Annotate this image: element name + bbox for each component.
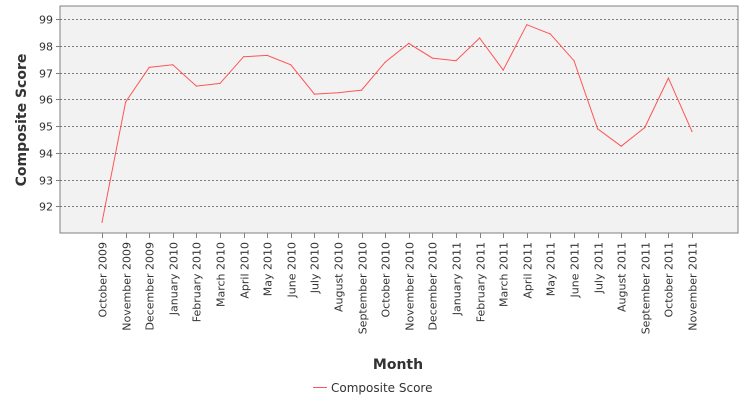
- x-tick-label: October 2010: [380, 242, 393, 318]
- x-tick-label: June 2010: [286, 242, 299, 298]
- data-point: [313, 93, 315, 95]
- data-point: [644, 126, 646, 129]
- x-tick-label: March 2010: [215, 242, 228, 307]
- x-tick-label: December 2009: [144, 242, 157, 331]
- data-point: [243, 56, 245, 58]
- data-point: [195, 85, 197, 87]
- legend-label: Composite Score: [331, 381, 432, 395]
- data-point: [691, 130, 693, 133]
- x-axis-title: Month: [373, 357, 423, 373]
- x-tick-label: September 2011: [640, 242, 653, 334]
- y-tick-label: 98: [39, 41, 53, 54]
- data-point: [597, 128, 599, 130]
- data-point: [408, 42, 410, 45]
- data-point: [455, 60, 457, 62]
- x-tick-label: July 2010: [309, 242, 322, 294]
- data-point: [219, 82, 221, 84]
- y-tick-label: 97: [39, 68, 53, 81]
- x-tick-label: November 2011: [687, 242, 700, 331]
- data-point: [431, 57, 433, 59]
- data-point: [337, 92, 339, 94]
- x-tick-label: September 2010: [357, 242, 370, 334]
- data-point: [549, 33, 552, 35]
- x-tick-label: May 2010: [262, 242, 275, 296]
- data-point: [290, 64, 292, 66]
- x-tick-label: August 2011: [616, 242, 629, 312]
- data-point: [573, 60, 575, 62]
- y-tick-label: 93: [39, 175, 53, 188]
- x-tick-label: April 2011: [522, 242, 535, 299]
- data-point: [266, 54, 268, 57]
- y-tick-label: 94: [39, 148, 53, 161]
- data-point: [148, 66, 150, 68]
- x-tick-label: March 2011: [498, 242, 511, 307]
- x-tick-label: April 2010: [239, 242, 252, 299]
- x-tick-label: October 2009: [97, 242, 110, 318]
- y-tick-label: 99: [39, 14, 53, 27]
- data-point: [620, 145, 622, 147]
- y-tick-label: 95: [39, 121, 53, 134]
- data-point: [526, 24, 528, 26]
- y-tick-label: 96: [39, 94, 53, 107]
- x-tick-label: December 2010: [427, 242, 440, 331]
- data-point: [667, 77, 670, 79]
- x-tick-label: May 2011: [545, 242, 558, 296]
- x-tick-label: November 2009: [121, 242, 134, 331]
- y-axis-title: Composite Score: [14, 54, 30, 187]
- x-tick-label: January 2011: [451, 242, 464, 316]
- plot-area: [59, 5, 739, 234]
- legend: Composite Score: [313, 381, 432, 395]
- series-line: [101, 24, 693, 223]
- x-tick-label: October 2011: [663, 242, 676, 318]
- y-tick-label: 92: [39, 201, 53, 214]
- x-tick-label: February 2010: [191, 242, 204, 322]
- data-point: [125, 101, 127, 103]
- data-point: [101, 221, 103, 223]
- data-point: [502, 69, 504, 71]
- x-tick-label: July 2011: [593, 242, 606, 294]
- x-tick-label: November 2010: [404, 242, 417, 331]
- x-tick-label: February 2011: [475, 242, 488, 322]
- x-tick-label: June 2011: [569, 242, 582, 298]
- x-tick-label: January 2010: [168, 242, 181, 316]
- data-point: [361, 89, 363, 91]
- data-point: [172, 64, 174, 66]
- data-point: [384, 61, 386, 63]
- x-tick-label: August 2010: [333, 242, 346, 312]
- data-point: [479, 37, 481, 39]
